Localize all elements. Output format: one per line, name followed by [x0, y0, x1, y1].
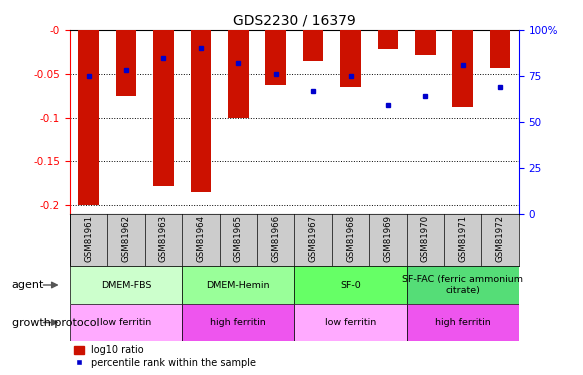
Text: GSM81969: GSM81969	[384, 215, 392, 262]
Text: low ferritin: low ferritin	[325, 318, 376, 327]
Text: growth protocol: growth protocol	[12, 318, 99, 327]
Text: agent: agent	[12, 280, 44, 290]
Bar	[378, 30, 398, 49]
Text: SF-0: SF-0	[340, 280, 361, 290]
Bar	[415, 30, 436, 54]
Text: GSM81966: GSM81966	[271, 215, 280, 262]
Bar	[294, 266, 406, 304]
Bar	[70, 304, 182, 341]
Text: DMEM-Hemin: DMEM-Hemin	[206, 280, 270, 290]
Bar	[294, 304, 406, 341]
Bar	[265, 30, 286, 85]
Text: GSM81965: GSM81965	[234, 215, 243, 262]
Text: GSM81961: GSM81961	[84, 215, 93, 262]
Bar	[70, 266, 182, 304]
Bar	[182, 266, 294, 304]
Text: high ferritin: high ferritin	[435, 318, 491, 327]
Text: GSM81964: GSM81964	[196, 215, 205, 262]
Bar	[182, 304, 294, 341]
Bar	[407, 266, 519, 304]
Text: GSM81970: GSM81970	[421, 215, 430, 262]
Title: GDS2230 / 16379: GDS2230 / 16379	[233, 13, 356, 27]
Bar	[116, 30, 136, 96]
Bar	[153, 30, 174, 186]
Text: GSM81972: GSM81972	[496, 215, 505, 262]
Bar	[78, 30, 99, 205]
Bar	[228, 30, 248, 117]
Text: low ferritin: low ferritin	[100, 318, 152, 327]
Text: high ferritin: high ferritin	[210, 318, 266, 327]
Text: GSM81968: GSM81968	[346, 215, 355, 262]
Bar	[407, 304, 519, 341]
Bar	[452, 30, 473, 107]
Text: GSM81967: GSM81967	[308, 215, 318, 262]
Bar	[191, 30, 211, 192]
Bar	[303, 30, 324, 61]
Text: SF-FAC (ferric ammonium
citrate): SF-FAC (ferric ammonium citrate)	[402, 275, 524, 295]
Bar	[490, 30, 511, 68]
Legend: log10 ratio, percentile rank within the sample: log10 ratio, percentile rank within the …	[70, 341, 260, 372]
Bar	[340, 30, 361, 87]
Text: DMEM-FBS: DMEM-FBS	[101, 280, 151, 290]
Text: GSM81962: GSM81962	[122, 215, 131, 262]
Text: GSM81963: GSM81963	[159, 215, 168, 262]
Text: GSM81971: GSM81971	[458, 215, 467, 262]
